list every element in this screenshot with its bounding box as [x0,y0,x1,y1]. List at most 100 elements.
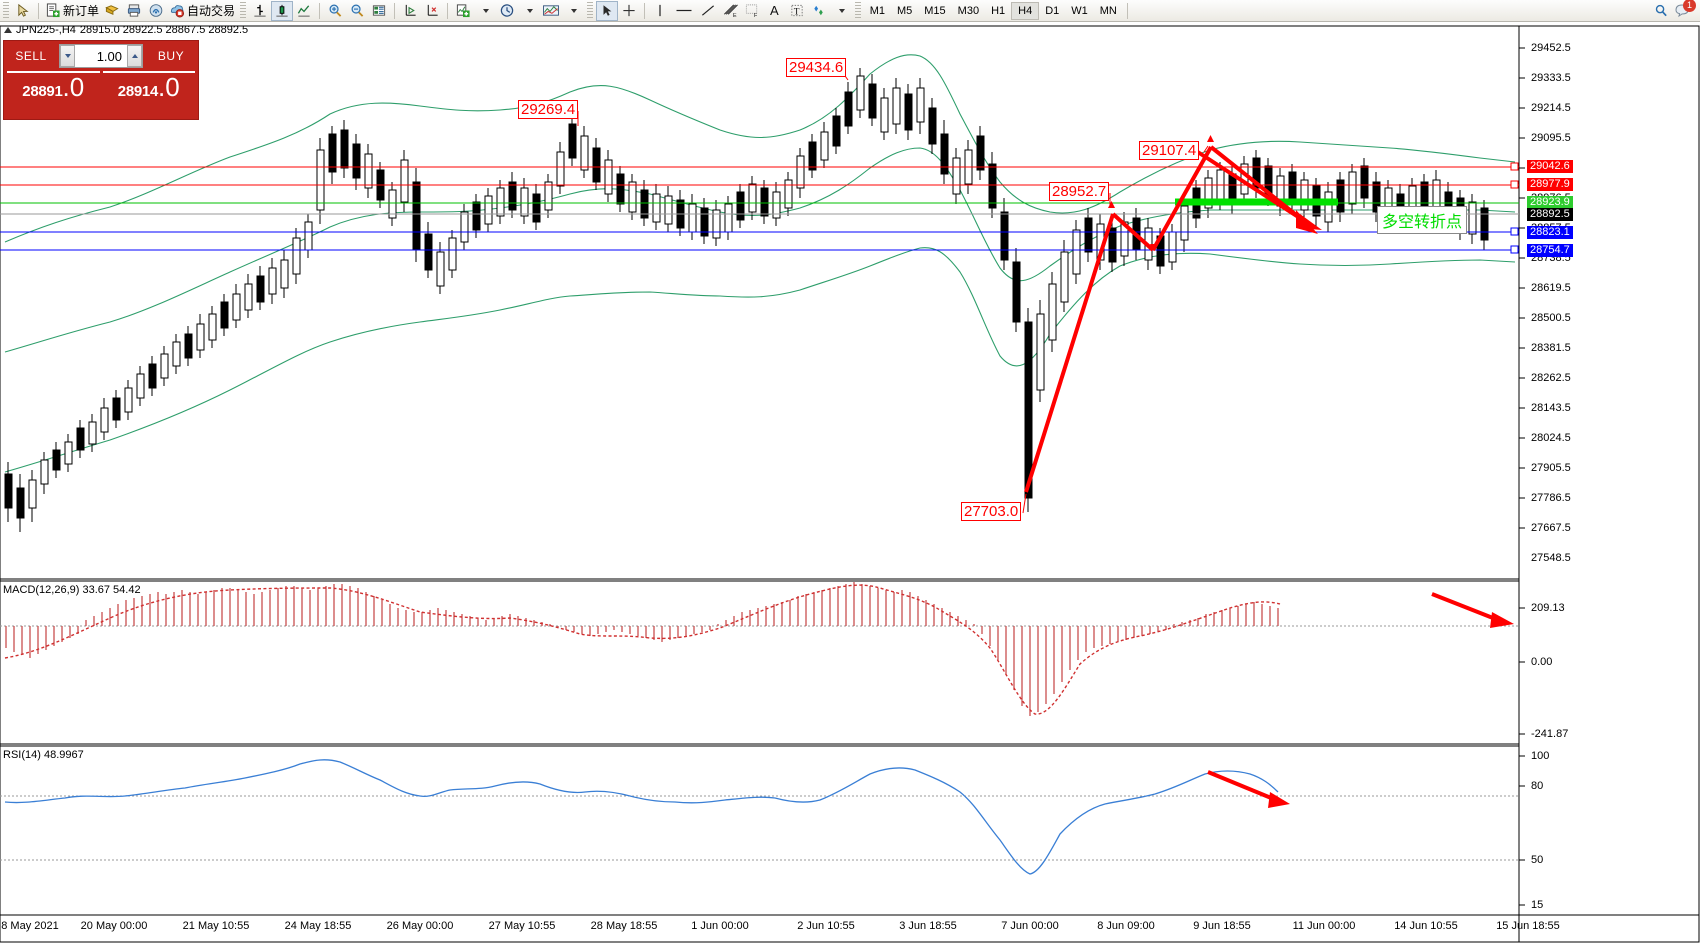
chart-expand-icon[interactable] [4,27,12,33]
toolbar-grip-3[interactable] [587,1,594,20]
callout-29269[interactable]: 29269.4 [518,100,579,119]
buy-button[interactable]: 28914 .0 [102,71,195,116]
price-tick-16: 27548.5 [1531,552,1571,564]
price-tick-14: 27786.5 [1531,492,1571,504]
candlestick-chart-icon[interactable] [271,0,294,21]
callout-low-27703[interactable]: 27703.0 [961,502,1022,521]
timeframe-m30[interactable]: M30 [957,4,980,17]
descending-arrow [1188,145,1308,224]
period-dropdown-caret[interactable] [518,1,540,21]
price-tag-resistance-1[interactable]: 29042.6 [1527,160,1573,173]
bar-chart-icon[interactable] [249,1,271,21]
rsi-indicator-label[interactable]: RSI(14) 48.9967 [3,749,84,761]
templates-dropdown-caret[interactable] [562,1,584,21]
price-tag-resistance-2[interactable]: 28977.9 [1527,178,1573,191]
price-axis-ticks [1519,47,1525,529]
volume-increase-button[interactable] [127,45,142,67]
chart-ohlc-label: 28915.0 28922.5 28867.5 28892.5 [79,24,249,36]
vertical-line-icon[interactable] [649,1,671,21]
shift-right-icon[interactable] [399,1,421,21]
main-toolbar: 新订单 自动交易 [0,0,1700,22]
turning-point-label[interactable]: 多空转折点 [1377,206,1468,234]
price-tick-0: 29452.5 [1531,42,1571,54]
shift-marker-icon[interactable] [421,1,443,21]
callout-29107[interactable]: 29107.4 [1139,141,1200,160]
time-tick-0: 8 May 2021 [1,920,59,932]
price-tag-support-1[interactable]: 28823.1 [1527,226,1573,239]
folder-icon[interactable] [101,1,123,21]
time-tick-3: 24 May 18:55 [284,920,352,932]
toolbar-grip-2[interactable] [240,1,247,20]
price-tick-3: 29095.5 [1531,132,1571,144]
shapes-icon[interactable] [808,1,830,21]
equidistant-channel-icon[interactable]: F [741,1,763,21]
cursor-arrow-icon[interactable] [12,1,34,21]
add-indicator-icon[interactable] [452,1,474,21]
macd-indicator-label[interactable]: MACD(12,26,9) 33.67 54.42 [3,584,141,596]
toolbar-grip[interactable] [3,1,9,20]
shapes-dropdown-caret[interactable] [830,1,852,21]
toolbar-separator-2 [319,2,321,19]
broadcast-icon[interactable] [145,1,167,21]
time-tick-2: 21 May 10:55 [182,920,250,932]
price-tick-7: 28619.5 [1531,282,1571,294]
printer-icon[interactable] [123,1,145,21]
timeframe-m15[interactable]: M15 [924,4,946,17]
macd-tick-min: -241.87 [1531,728,1569,740]
callout-28952[interactable]: 28952.7 [1049,182,1110,201]
sell-button[interactable]: 28891 .0 [7,71,100,116]
search-icon[interactable] [1650,1,1672,21]
volume-value[interactable]: 1.00 [96,48,122,64]
buy-price-integer: 28914 [117,83,159,100]
toolbar-separator-3 [394,2,396,19]
trade-panel-price-row: 28891 .0 28914 .0 [4,71,198,119]
timeframe-m1[interactable]: M1 [869,4,885,17]
time-tick-15: 15 Jun 18:55 [1496,920,1560,932]
time-tick-5: 27 May 10:55 [488,920,556,932]
zoom-out-icon[interactable] [346,1,368,21]
price-tick-15: 27667.5 [1531,522,1571,534]
autotrade-button[interactable]: 自动交易 [167,1,237,21]
alerts-icon[interactable]: 1 [1672,0,1696,21]
new-order-button[interactable]: 新订单 [43,1,101,21]
trendline-icon[interactable] [697,1,719,21]
toolbar-separator-4 [447,2,449,19]
timeframe-w1[interactable]: W1 [1071,4,1088,17]
rsi-tick-80: 80 [1531,780,1544,792]
fibonacci-icon[interactable]: E [719,1,741,21]
indicator-dropdown-caret[interactable] [474,1,496,21]
timeframe-h4[interactable]: H4 [1011,1,1040,20]
chart-area[interactable]: JPN225-,H4 28915.0 28922.5 28867.5 28892… [0,22,1700,943]
text-icon[interactable]: A [770,3,779,18]
toolbar-grip-4[interactable] [854,1,861,20]
volume-decrease-button[interactable] [60,45,75,67]
timeframe-m5[interactable]: M5 [896,4,913,17]
price-tick-12: 28024.5 [1531,432,1571,444]
line-chart-icon[interactable] [293,1,315,21]
grid-icon[interactable] [368,1,390,21]
templates-icon[interactable] [540,1,562,21]
alerts-badge: 1 [1683,0,1696,12]
horizontal-line-icon[interactable] [671,1,697,21]
chart-canvas[interactable] [0,22,1700,943]
time-tick-9: 3 Jun 18:55 [899,920,957,932]
timeframe-h1[interactable]: H1 [991,4,1006,17]
crosshair-icon[interactable] [618,1,640,21]
zoom-in-icon[interactable] [324,1,346,21]
period-clock-icon[interactable] [496,1,518,21]
new-order-label: 新订单 [63,4,100,18]
price-tag-green-level[interactable]: 28923.9 [1527,196,1573,209]
label-icon[interactable]: T [786,1,808,21]
chart-symbol-label: JPN225-,H4 [16,24,76,36]
timeframe-mn[interactable]: MN [1099,4,1117,17]
price-tag-support-2[interactable]: 28754.7 [1527,244,1573,257]
svg-text:F: F [754,13,758,18]
pointer-icon[interactable] [596,0,619,21]
svg-text:E: E [733,13,737,18]
time-tick-13: 11 Jun 00:00 [1292,920,1356,932]
one-click-trade-panel[interactable]: SELL 1.00 BUY 28891 .0 28914 .0 [3,40,199,120]
callout-high-29434[interactable]: 29434.6 [786,58,847,77]
volume-stepper[interactable]: 1.00 [59,44,143,68]
marker-triangle-3 [1207,135,1214,142]
timeframe-d1[interactable]: D1 [1045,4,1060,17]
